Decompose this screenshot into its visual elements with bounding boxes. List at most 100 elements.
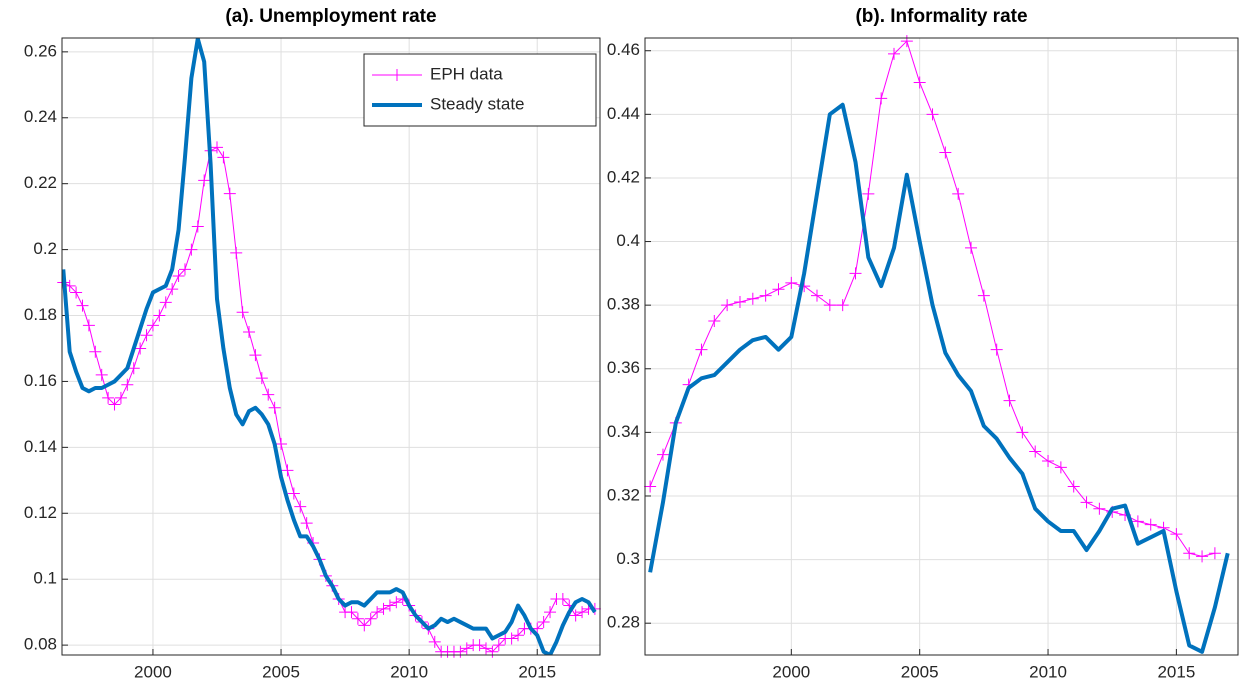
marker [230, 246, 243, 259]
marker [294, 500, 307, 513]
y-tick-label: 0.3 [616, 549, 640, 568]
marker [127, 362, 140, 375]
marker [913, 76, 926, 89]
marker [1067, 480, 1080, 493]
marker [351, 612, 364, 625]
marker [875, 92, 888, 105]
marker [140, 329, 153, 342]
marker [1003, 394, 1016, 407]
marker [1093, 502, 1106, 515]
marker [1080, 496, 1093, 509]
series-line [62, 38, 597, 655]
marker [364, 612, 377, 625]
marker [82, 319, 95, 332]
marker [268, 401, 281, 414]
marker [217, 151, 230, 164]
legend-label: EPH data [430, 64, 503, 83]
marker [236, 306, 249, 319]
marker [1196, 550, 1209, 563]
marker [990, 343, 1003, 356]
marker [243, 325, 256, 338]
marker [383, 599, 396, 612]
marker [836, 299, 849, 312]
marker [556, 592, 569, 605]
y-tick-label: 0.22 [24, 173, 57, 192]
marker [377, 602, 390, 615]
marker [300, 517, 313, 530]
x-tick-label: 2000 [134, 662, 172, 681]
marker [390, 596, 403, 609]
marker [371, 606, 384, 619]
marker [121, 378, 134, 391]
marker [345, 606, 358, 619]
marker [89, 345, 102, 358]
panel: 0.28 0.3 0.32 0.34 0.36 0.38 0.4 0.42 0.44 0.46 20… [607, 6, 1239, 681]
marker [134, 342, 147, 355]
y-tick-label: 0.24 [24, 107, 57, 126]
marker [76, 299, 89, 312]
marker [102, 391, 115, 404]
marker [70, 286, 83, 299]
marker [952, 187, 965, 200]
marker [965, 241, 978, 254]
marker [172, 269, 185, 282]
chart-title: (b). Informality rate [855, 6, 1027, 27]
axes-box [61, 37, 601, 656]
marker [146, 319, 159, 332]
y-tick-label: 0.38 [607, 295, 640, 314]
y-tick-label: 0.4 [616, 231, 640, 250]
y-tick-label: 0.16 [24, 371, 57, 390]
marker [512, 629, 525, 642]
y-tick-label: 0.44 [607, 104, 640, 123]
marker [772, 283, 785, 296]
marker [95, 368, 108, 381]
marker [695, 343, 708, 356]
marker [759, 289, 772, 302]
plot-area [62, 38, 600, 655]
x-tick-label: 2000 [772, 662, 810, 681]
marker [823, 299, 836, 312]
marker [926, 108, 939, 121]
legend-marker [391, 69, 403, 81]
y-tick-label: 0.14 [24, 437, 57, 456]
marker [473, 639, 486, 652]
marker [537, 616, 550, 629]
marker [733, 295, 746, 308]
panel: 0.08 0.1 0.12 0.14 0.16 0.18 0.2 0.22 0.24 0.26 20… [24, 6, 601, 681]
marker [166, 283, 179, 296]
x-tick-label: 2010 [1029, 662, 1067, 681]
y-tick-label: 0.18 [24, 305, 57, 324]
marker [492, 639, 505, 652]
marker [114, 391, 127, 404]
marker [888, 47, 901, 60]
marker [454, 645, 467, 658]
marker [810, 289, 823, 302]
marker [479, 642, 492, 655]
y-tick-label: 0.36 [607, 358, 640, 377]
marker [198, 174, 211, 187]
marker [262, 388, 275, 401]
legend: EPH data Steady state [363, 53, 597, 127]
marker [210, 141, 223, 154]
marker [708, 315, 721, 328]
marker [576, 606, 589, 619]
marker [746, 292, 759, 305]
y-tick-label: 0.1 [33, 569, 57, 588]
marker [108, 398, 121, 411]
series-line [648, 102, 1230, 654]
marker [223, 187, 236, 200]
marker [249, 349, 262, 362]
x-tick-label: 2015 [518, 662, 556, 681]
marker [185, 243, 198, 256]
marker [1042, 454, 1055, 467]
y-tick-label: 0.32 [607, 485, 640, 504]
marker [153, 309, 166, 322]
plot-area [645, 38, 1238, 655]
x-tick-label: 2005 [262, 662, 300, 681]
marker [255, 372, 268, 385]
y-tick-label: 0.08 [24, 635, 57, 654]
marker [281, 464, 294, 477]
marker [1054, 461, 1067, 474]
marker [849, 267, 862, 280]
legend-box [363, 53, 597, 127]
